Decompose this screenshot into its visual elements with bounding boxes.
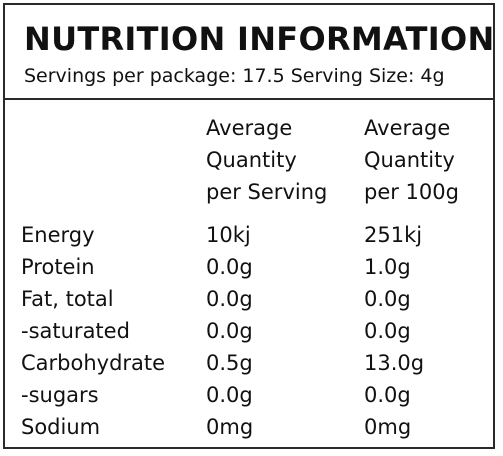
per-100g-value: 0.0g (364, 383, 411, 407)
column-header-line: Average (364, 116, 451, 140)
table-row: Protein 0.0g 1.0g (5, 251, 493, 283)
panel-header: NUTRITION INFORMATION Servings per packa… (5, 5, 495, 100)
nutrient-label: Fat, total (21, 287, 114, 311)
nutrient-label: Sodium (21, 415, 101, 439)
per-100g-value: 0.0g (364, 287, 411, 311)
nutrient-label: Energy (21, 223, 95, 247)
servings-info: Servings per package: 17.5 Serving Size:… (24, 65, 445, 87)
column-header-per-100g: Average Quantity per 100g (364, 112, 459, 208)
nutrient-label: Protein (21, 255, 95, 279)
table-row: Sodium 0mg 0mg (5, 411, 493, 443)
column-header-line: Quantity (364, 148, 455, 172)
column-header-line: Average (206, 116, 293, 140)
table-row: -sugars 0.0g 0.0g (5, 379, 493, 411)
table-row: Fat, total 0.0g 0.0g (5, 283, 493, 315)
nutrient-label: -saturated (21, 319, 130, 343)
nutrient-label: -sugars (21, 383, 99, 407)
table-row: Carbohydrate 0.5g 13.0g (5, 347, 493, 379)
per-serving-value: 10kj (206, 223, 251, 247)
nutrition-panel: NUTRITION INFORMATION Servings per packa… (3, 3, 495, 449)
per-100g-value: 0mg (364, 415, 412, 439)
panel-title: NUTRITION INFORMATION (24, 20, 495, 58)
per-serving-value: 0.0g (206, 287, 253, 311)
nutrient-label: Carbohydrate (21, 351, 166, 375)
column-header-per-serving: Average Quantity per Serving (206, 112, 327, 208)
table-row: Energy 10kj 251kj (5, 219, 493, 251)
column-header-line: per 100g (364, 180, 459, 204)
per-serving-value: 0.0g (206, 255, 253, 279)
per-serving-value: 0.0g (206, 319, 253, 343)
per-serving-value: 0mg (206, 415, 254, 439)
column-header-line: per Serving (206, 180, 328, 204)
per-serving-value: 0.5g (206, 351, 253, 375)
nutrient-rows: Energy 10kj 251kj Protein 0.0g 1.0g Fat,… (5, 219, 493, 443)
per-100g-value: 1.0g (364, 255, 411, 279)
column-header-line: Quantity (206, 148, 297, 172)
per-100g-value: 13.0g (364, 351, 425, 375)
per-100g-value: 0.0g (364, 319, 411, 343)
per-serving-value: 0.0g (206, 383, 253, 407)
per-100g-value: 251kj (364, 223, 423, 247)
table-row: -saturated 0.0g 0.0g (5, 315, 493, 347)
